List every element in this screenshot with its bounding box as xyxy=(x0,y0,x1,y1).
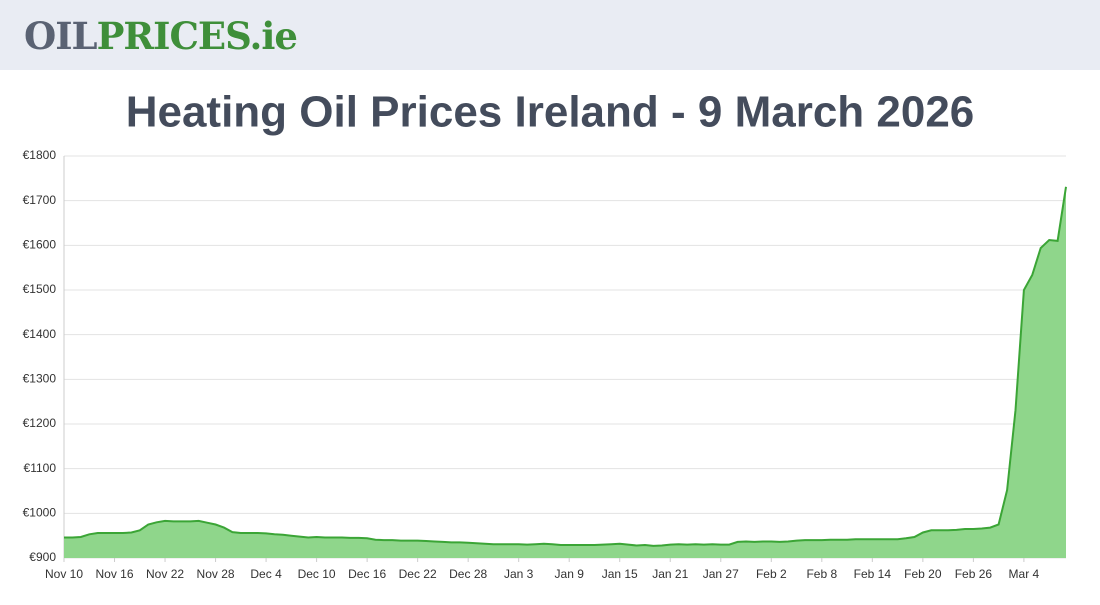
y-tick-label: €1100 xyxy=(24,461,57,475)
x-tick-label: Nov 22 xyxy=(146,567,184,581)
header-bar xyxy=(0,0,1100,70)
logo-part: PRICES.ie xyxy=(97,14,297,58)
x-tick-label: Jan 9 xyxy=(555,567,585,581)
x-tick-label: Nov 28 xyxy=(197,567,235,581)
x-tick-label: Nov 10 xyxy=(45,567,83,581)
x-tick-label: Feb 26 xyxy=(955,567,993,581)
y-tick-label: €1200 xyxy=(23,416,57,430)
logo-part: OIL xyxy=(24,14,98,58)
x-tick-label: Dec 4 xyxy=(250,567,282,581)
x-tick-label: Mar 4 xyxy=(1009,567,1040,581)
x-tick-label: Feb 14 xyxy=(854,567,892,581)
y-tick-label: €1800 xyxy=(23,148,57,162)
x-tick-label: Feb 8 xyxy=(806,567,837,581)
x-tick-label: Jan 21 xyxy=(652,567,688,581)
x-tick-label: Jan 3 xyxy=(504,567,534,581)
y-tick-label: €1600 xyxy=(23,238,57,252)
x-tick-label: Feb 2 xyxy=(756,567,787,581)
y-tick-label: €1400 xyxy=(23,327,57,341)
x-tick-label: Nov 16 xyxy=(96,567,134,581)
y-tick-label: €1700 xyxy=(23,193,57,207)
y-tick-label: €1000 xyxy=(23,506,57,520)
x-tick-label: Jan 27 xyxy=(703,567,739,581)
y-tick-label: €1300 xyxy=(23,372,57,386)
x-tick-label: Dec 22 xyxy=(399,567,437,581)
x-tick-label: Feb 20 xyxy=(904,567,942,581)
area xyxy=(64,186,1066,559)
x-tick-label: Dec 16 xyxy=(348,567,386,581)
x-tick-label: Dec 10 xyxy=(298,567,336,581)
chart-title: Heating Oil Prices Ireland - 9 March 202… xyxy=(126,88,975,137)
y-tick-label: €900 xyxy=(29,550,56,564)
x-tick-label: Jan 15 xyxy=(602,567,638,581)
line xyxy=(64,186,1067,547)
y-tick-label: €1500 xyxy=(23,282,57,296)
logo[interactable]: OILPRICES.ie xyxy=(24,14,298,58)
x-tick-label: Dec 28 xyxy=(449,567,487,581)
